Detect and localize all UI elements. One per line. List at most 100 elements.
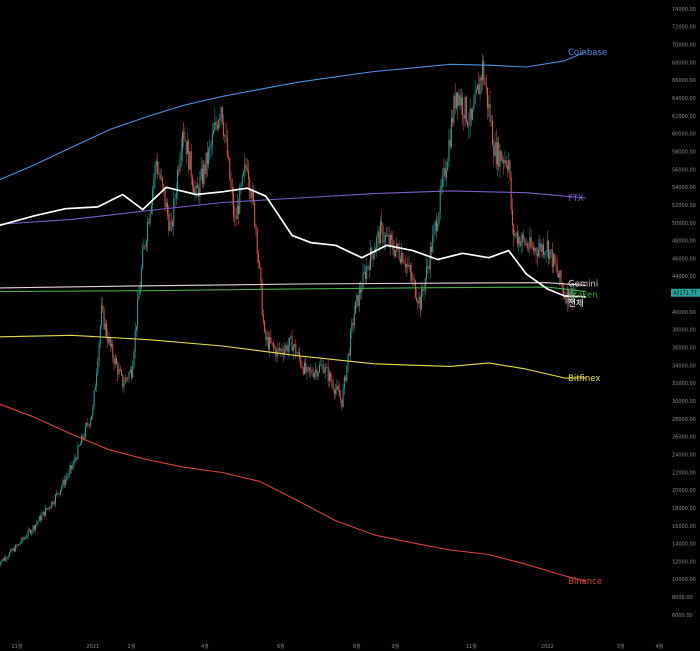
candle-body bbox=[251, 189, 253, 199]
candle-body bbox=[307, 367, 309, 368]
candle-body bbox=[213, 130, 215, 135]
candle-body bbox=[208, 149, 210, 165]
y-tick-label: 38000.00 bbox=[672, 328, 696, 334]
candle-body bbox=[521, 234, 523, 242]
candle-body bbox=[365, 271, 367, 279]
candle-body bbox=[376, 237, 378, 249]
candle-body bbox=[163, 184, 165, 191]
candle-body bbox=[238, 205, 240, 214]
y-tick-label: 16000.00 bbox=[672, 524, 696, 530]
candle-body bbox=[367, 265, 369, 267]
candle-body bbox=[473, 104, 475, 110]
candle-body bbox=[154, 165, 156, 180]
candle-body bbox=[147, 222, 149, 242]
candle-body bbox=[218, 120, 220, 129]
candle-body bbox=[181, 131, 183, 151]
candle-body bbox=[63, 479, 65, 485]
candle-body bbox=[56, 492, 58, 495]
y-tick-label: 12000.00 bbox=[672, 559, 696, 565]
y-tick-label: 56000.00 bbox=[672, 167, 696, 173]
candle-body bbox=[509, 160, 511, 177]
x-tick-label: 11월 bbox=[466, 643, 477, 650]
candle-body bbox=[424, 278, 426, 291]
price-axis[interactable]: 6000.00 8000.00 10000.00 12000.00 14000.00 16… bbox=[672, 7, 696, 619]
candle-body bbox=[72, 464, 74, 469]
candle-body bbox=[279, 348, 281, 351]
candle-body bbox=[259, 262, 261, 268]
candle-body bbox=[416, 297, 418, 302]
y-tick-label: 6000.00 bbox=[672, 613, 693, 619]
candle-body bbox=[326, 366, 328, 368]
candle-body bbox=[470, 108, 472, 120]
y-tick-label: 40000.00 bbox=[672, 310, 696, 316]
candle-body bbox=[336, 385, 338, 390]
candle-body bbox=[31, 530, 33, 534]
candle-body bbox=[185, 140, 187, 154]
candle-body bbox=[269, 337, 271, 350]
candle-body bbox=[240, 184, 242, 187]
candle-body bbox=[296, 353, 298, 355]
candle-body bbox=[356, 295, 358, 302]
candle-body bbox=[98, 342, 100, 362]
candle-body bbox=[52, 501, 54, 505]
candle-body bbox=[322, 364, 324, 373]
candle-body bbox=[124, 377, 126, 384]
candle-body bbox=[321, 364, 323, 365]
candle-body bbox=[342, 388, 344, 407]
x-tick-label: 2022 bbox=[541, 644, 554, 650]
y-tick-label: 44000.00 bbox=[672, 274, 696, 280]
candle-body bbox=[308, 367, 310, 371]
candle-body bbox=[244, 164, 246, 172]
candle-body bbox=[458, 94, 460, 106]
candle-body bbox=[500, 150, 502, 161]
candle-body bbox=[235, 217, 237, 220]
candle-body bbox=[467, 121, 469, 126]
candle-body bbox=[46, 508, 48, 510]
candle-body bbox=[572, 293, 574, 302]
candle-body bbox=[233, 194, 235, 216]
candle-body bbox=[413, 278, 415, 281]
candle-body bbox=[409, 265, 411, 273]
candle-body bbox=[191, 177, 193, 187]
candle-body bbox=[142, 249, 144, 269]
candle-body bbox=[519, 236, 521, 247]
candle-body bbox=[280, 348, 282, 351]
candle-body bbox=[92, 406, 94, 416]
candle-body bbox=[407, 264, 409, 267]
candle-body bbox=[548, 240, 550, 259]
candle-body bbox=[236, 205, 238, 220]
candle-body bbox=[525, 243, 527, 245]
candle-body bbox=[5, 557, 7, 560]
candle-body bbox=[249, 179, 251, 192]
candle-body bbox=[38, 516, 40, 522]
candle-body bbox=[399, 258, 401, 263]
candle-body bbox=[77, 445, 79, 460]
candle-body bbox=[11, 549, 13, 551]
candle-body bbox=[358, 289, 360, 307]
candle-body bbox=[529, 237, 531, 249]
candle-body bbox=[174, 198, 176, 199]
candle-body bbox=[528, 247, 530, 249]
candle-body bbox=[569, 298, 571, 302]
candle-body bbox=[148, 222, 150, 224]
candle-body bbox=[277, 348, 279, 350]
candle-body bbox=[57, 492, 59, 494]
candle-body bbox=[103, 309, 105, 330]
candle-body bbox=[228, 157, 230, 159]
series-line bbox=[0, 286, 586, 293]
x-tick-label: 2월 bbox=[128, 643, 136, 650]
candle-body bbox=[423, 290, 425, 292]
candle-body bbox=[574, 292, 576, 294]
candle-body bbox=[299, 352, 301, 359]
candle-body bbox=[204, 164, 206, 175]
candle-body bbox=[184, 138, 186, 141]
candle-body bbox=[362, 272, 364, 290]
candle-body bbox=[54, 494, 56, 504]
y-tick-label: 58000.00 bbox=[672, 149, 696, 155]
time-axis[interactable]: 11월 2021 2월 4월 6월 8월 9월 11월 2022 3월 4월 bbox=[11, 643, 663, 650]
x-tick-label: 3월 bbox=[617, 643, 625, 650]
candle-body bbox=[186, 141, 188, 154]
candle-body bbox=[304, 362, 306, 374]
candle-body bbox=[16, 545, 18, 546]
